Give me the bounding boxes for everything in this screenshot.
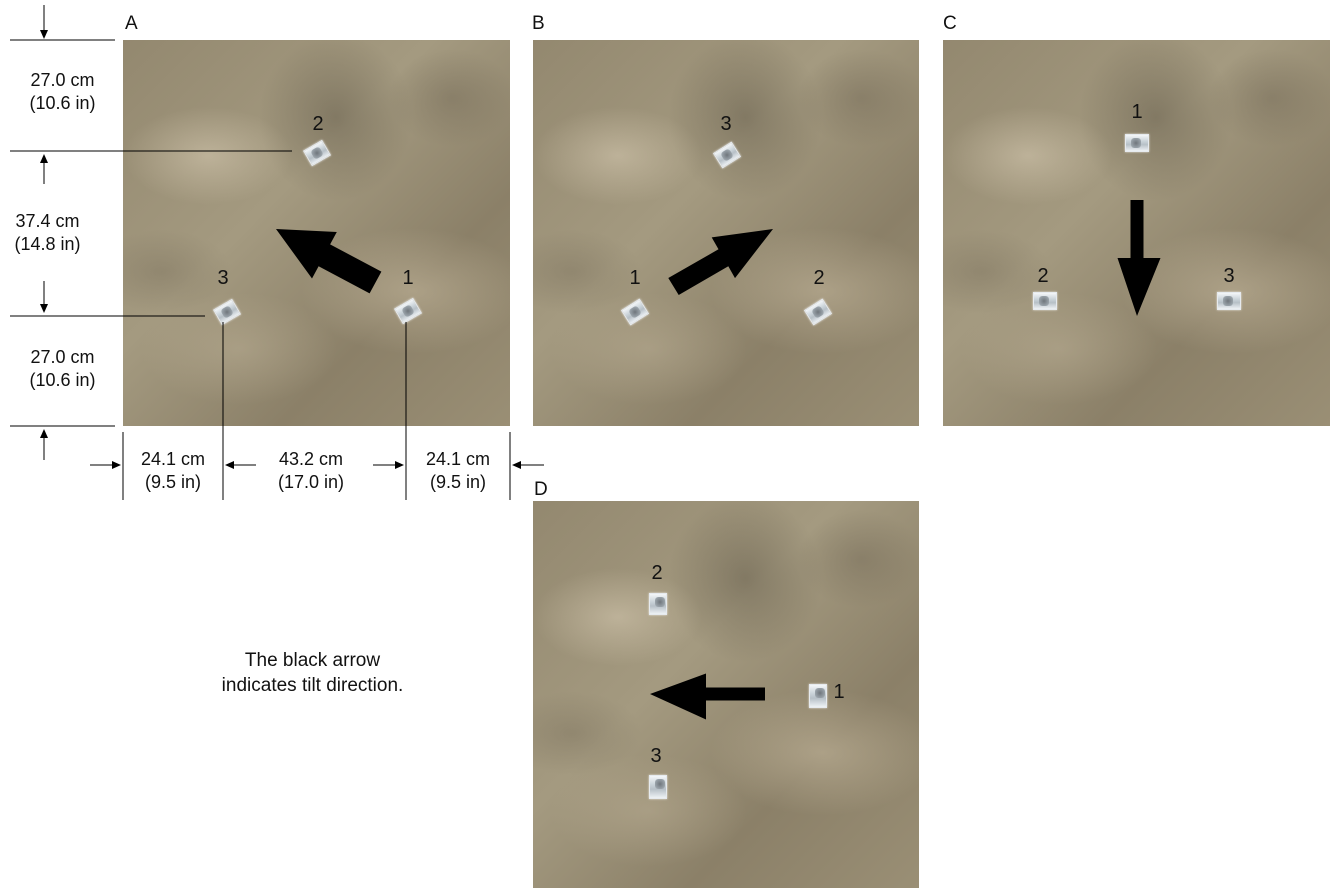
sensor-1 bbox=[1125, 134, 1149, 152]
panel-label-b: B bbox=[532, 13, 545, 34]
sensor-number-3: 3 bbox=[1223, 265, 1235, 287]
dim-in: (17.0 in) bbox=[277, 472, 345, 492]
dim-sensor-3-to-bottom-edge: 27.0 cm (10.6 in) bbox=[10, 346, 115, 392]
tilt-arrow-b bbox=[668, 229, 773, 295]
dim-cm: 37.4 cm bbox=[15, 211, 80, 231]
dim-cm: 24.1 cm bbox=[140, 449, 206, 469]
sensor-1 bbox=[809, 684, 827, 708]
caption-line-1: The black arrow bbox=[244, 650, 381, 671]
sensor-3 bbox=[1217, 292, 1241, 310]
panel-c-surface: 1 2 3 bbox=[943, 40, 1330, 426]
panel-label-d: D bbox=[534, 479, 548, 500]
sensor-number-2: 2 bbox=[1037, 265, 1049, 287]
sensor-number-1: 1 bbox=[402, 267, 414, 289]
sensor-number-3: 3 bbox=[720, 113, 732, 135]
dim-cm: 43.2 cm bbox=[278, 449, 344, 469]
dim-in: (10.6 in) bbox=[29, 370, 96, 390]
sensor-number-3: 3 bbox=[217, 267, 229, 289]
dim-cm: 27.0 cm bbox=[30, 70, 95, 90]
dim-in: (14.8 in) bbox=[14, 234, 81, 254]
tilt-arrow-c bbox=[1117, 200, 1161, 316]
sensor-number-1: 1 bbox=[833, 681, 845, 703]
sensor-number-2: 2 bbox=[813, 267, 825, 289]
tilt-arrows bbox=[276, 200, 1161, 720]
dim-sensor-3-to-sensor-1: 43.2 cm (17.0 in) bbox=[256, 448, 366, 494]
dim-cm: 24.1 cm bbox=[425, 449, 491, 469]
panel-label-a: A bbox=[125, 13, 138, 34]
dim-top-edge-to-sensor-2: 27.0 cm (10.6 in) bbox=[10, 69, 115, 115]
dim-sensor-2-to-sensor-3: 37.4 cm (14.8 in) bbox=[0, 210, 95, 256]
caption: The black arrow indicates tilt direction… bbox=[180, 648, 445, 698]
sensor-number-1: 1 bbox=[1131, 101, 1143, 123]
dim-in: (10.6 in) bbox=[29, 93, 96, 113]
sensor-2 bbox=[1033, 292, 1057, 310]
panel-label-c: C bbox=[943, 13, 957, 34]
caption-line-2: indicates tilt direction. bbox=[221, 675, 404, 696]
panel-b-surface: 3 1 2 bbox=[533, 40, 919, 426]
dimension-lines bbox=[10, 5, 544, 500]
sensor-3 bbox=[649, 775, 667, 799]
sensor-2 bbox=[649, 593, 667, 615]
dim-left-edge-to-sensor-3: 24.1 cm (9.5 in) bbox=[125, 448, 221, 494]
sensor-number-1: 1 bbox=[629, 267, 641, 289]
dim-in: (9.5 in) bbox=[144, 472, 202, 492]
sensor-number-2: 2 bbox=[312, 113, 324, 135]
sensor-number-2: 2 bbox=[651, 562, 663, 584]
dim-in: (9.5 in) bbox=[429, 472, 487, 492]
tilt-arrow-a bbox=[276, 229, 382, 294]
dim-sensor-1-to-right-edge: 24.1 cm (9.5 in) bbox=[408, 448, 508, 494]
dimension-arrowheads bbox=[40, 30, 521, 469]
sensor-number-3: 3 bbox=[650, 745, 662, 767]
dim-cm: 27.0 cm bbox=[30, 347, 95, 367]
tilt-arrow-d bbox=[650, 673, 765, 720]
